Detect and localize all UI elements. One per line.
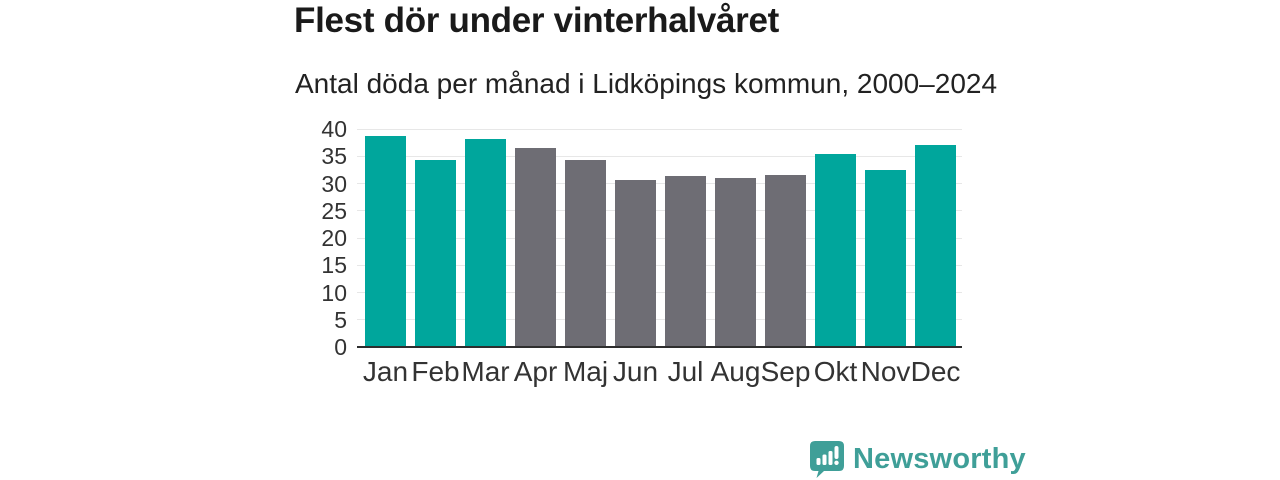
y-axis-tick-label-25: 25 — [321, 197, 347, 224]
bar-okt — [815, 154, 856, 347]
x-axis-tick-label-apr: Apr — [513, 356, 558, 387]
gridline-10 — [357, 292, 962, 293]
bar-feb — [415, 159, 456, 347]
x-axis-tick-label-sep: Sep — [760, 356, 811, 387]
x-axis-tick-label-nov: Nov — [860, 356, 911, 387]
y-axis-tick-label-0: 0 — [334, 334, 347, 360]
gridline-20 — [357, 237, 962, 239]
gridline-30 — [357, 183, 962, 184]
bar-aug — [715, 178, 756, 347]
x-axis-tick-label-dec: Dec — [910, 356, 961, 387]
y-axis-tick-label-40: 40 — [321, 116, 347, 142]
x-axis-tick-label-jul: Jul — [667, 356, 704, 387]
chart-subtitle: Antal döda per månad i Lidköpings kommun… — [295, 68, 998, 99]
bar-nov — [865, 169, 906, 347]
y-axis-tick-label-30: 30 — [321, 170, 347, 197]
gridline-40 — [357, 128, 962, 130]
x-axis-tick-label-feb: Feb — [411, 356, 460, 387]
newsworthy-logo: Newsworthy — [810, 441, 1026, 478]
x-axis-tick-label-maj: Maj — [562, 356, 609, 387]
bar-jun — [615, 179, 656, 347]
bar-mar — [465, 139, 506, 347]
bar-apr — [515, 147, 556, 347]
y-axis-tick-label-10: 10 — [321, 279, 347, 306]
x-axis-tick-label-jun: Jun — [612, 356, 659, 387]
bar-chart-plot: 0 5 10 15 20 25 30 35 40 Jan Feb Mar Apr Maj Jun Jul Aug… — [321, 116, 962, 387]
bar-dec — [915, 144, 956, 347]
x-axis-tick-label-aug: Aug — [710, 356, 761, 387]
x-axis-tick-label-jan: Jan — [362, 356, 409, 387]
y-axis-tick-label-5: 5 — [334, 306, 347, 333]
gridline-5 — [357, 319, 962, 321]
chart-title: Flest dör under vinterhalvåret — [294, 1, 780, 40]
brand-name: Newsworthy — [853, 443, 1026, 475]
x-axis-line — [357, 346, 962, 348]
bar-maj — [565, 160, 606, 347]
gridline-25 — [357, 210, 962, 212]
gridline-15 — [357, 264, 962, 266]
bar-jan — [365, 135, 406, 347]
y-axis-tick-label-35: 35 — [321, 143, 347, 170]
y-axis-tick-label-20: 20 — [321, 225, 347, 251]
x-axis-tick-label-mar: Mar — [461, 356, 510, 387]
gridline-35 — [357, 155, 962, 157]
y-axis-tick-label-15: 15 — [321, 252, 347, 279]
x-axis-tick-label-okt: Okt — [813, 356, 858, 387]
bar-sep — [765, 174, 806, 347]
bar-jul — [665, 176, 706, 347]
bar-chart-speech-bubble-icon — [810, 441, 844, 478]
